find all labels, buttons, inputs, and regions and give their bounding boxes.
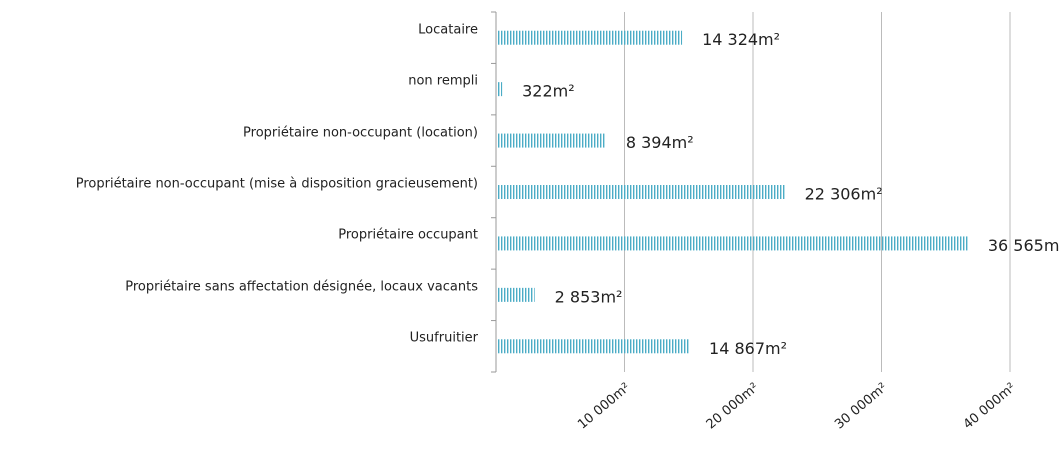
x-tick-label: 10 000m² — [575, 380, 633, 432]
value-label: 8 394m² — [626, 133, 694, 152]
bar — [498, 185, 785, 199]
value-label: 2 853m² — [555, 287, 623, 306]
category-label: Locataire — [418, 22, 478, 38]
category-label: non rempli — [408, 73, 478, 89]
category-label: Usufruitier — [409, 330, 478, 346]
category-label: Propriétaire non-occupant (mise à dispos… — [75, 176, 478, 192]
bar — [498, 30, 683, 45]
value-label: 14 324m² — [702, 30, 780, 49]
value-label: 14 867m² — [709, 339, 787, 358]
x-tick-label: 40 000m² — [961, 380, 1019, 432]
bar — [498, 82, 503, 97]
category-label: Propriétaire non-occupant (location) — [243, 125, 478, 141]
value-label: 322m² — [522, 82, 575, 101]
bar — [498, 287, 535, 302]
category-label: Propriétaire sans affectation désignée, … — [125, 279, 478, 295]
bar — [498, 339, 690, 354]
x-tick-label: 20 000m² — [704, 380, 762, 432]
bar — [498, 236, 968, 251]
bar — [498, 133, 606, 148]
category-label: Propriétaire occupant — [338, 227, 478, 243]
value-label: 36 565m² — [988, 236, 1059, 255]
value-label: 22 306m² — [805, 185, 883, 204]
x-tick-label: 30 000m² — [832, 380, 890, 432]
